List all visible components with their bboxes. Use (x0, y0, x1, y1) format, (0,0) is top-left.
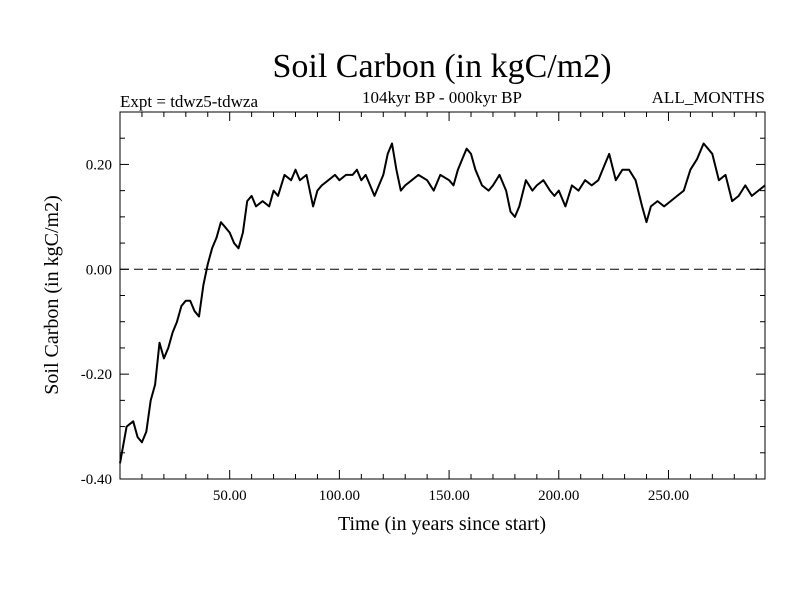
chart-title: Soil Carbon (in kgC/m2) (272, 48, 611, 85)
x-tick-label: 200.00 (538, 488, 579, 504)
experiment-label: Expt = tdwz5-tdwza (120, 92, 258, 111)
y-tick-label: -0.20 (81, 367, 112, 383)
y-tick-label: 0.00 (86, 262, 112, 278)
x-tick-label: 250.00 (648, 488, 689, 504)
x-tick-label: 100.00 (319, 488, 360, 504)
plot-frame (119, 111, 766, 480)
soil-carbon-series-line (119, 142, 766, 464)
y-axis-tick-labels: -0.40 -0.20 0.00 0.20 (81, 157, 112, 488)
x-axis-ticks (141, 112, 757, 479)
x-tick-label: 50.00 (213, 488, 247, 504)
x-axis-tick-labels: 50.00 100.00 150.00 200.00 250.00 (213, 488, 689, 504)
y-tick-label: -0.40 (81, 472, 112, 488)
y-axis-label: Soil Carbon (in kgC/m2) (41, 195, 63, 394)
x-axis-label: Time (in years since start) (338, 513, 546, 535)
chart-subtitle: 104kyr BP - 000kyr BP (362, 88, 522, 107)
y-axis-ticks (120, 111, 765, 480)
y-tick-label: 0.20 (86, 157, 112, 173)
months-label: ALL_MONTHS (652, 88, 765, 107)
x-tick-label: 150.00 (428, 488, 469, 504)
